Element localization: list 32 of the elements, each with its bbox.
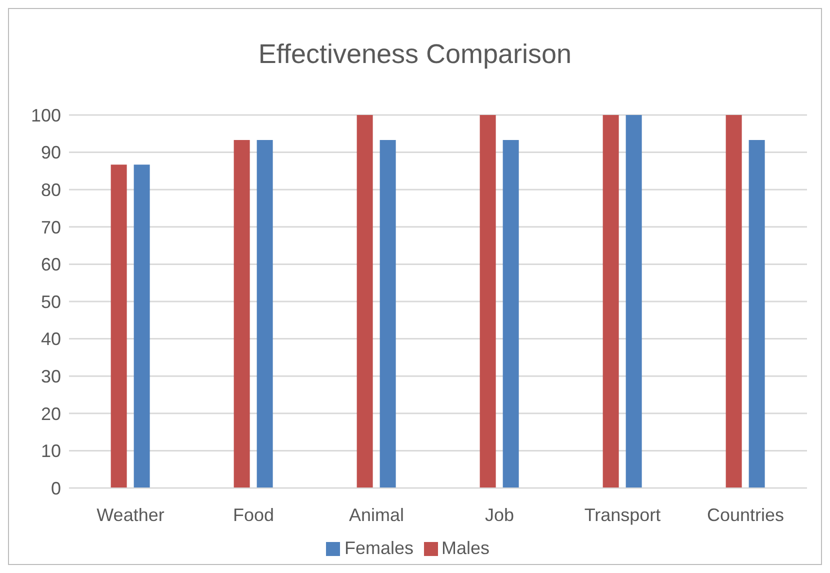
bar (480, 115, 496, 488)
y-tick-label: 100 (30, 105, 61, 126)
bar (726, 115, 742, 488)
y-tick-label: 90 (40, 142, 61, 163)
y-tick-label: 20 (40, 404, 61, 424)
y-tick-label: 80 (40, 180, 61, 200)
x-tick-label: Animal (348, 504, 404, 525)
y-tick-label: 60 (40, 254, 61, 275)
bar (748, 140, 765, 488)
x-tick-label: Food (232, 504, 274, 525)
bar (380, 140, 396, 488)
legend-label: Females (344, 538, 414, 558)
y-tick-label: 0 (50, 478, 61, 498)
y-tick-label: 50 (40, 292, 61, 312)
bar (134, 164, 150, 488)
y-tick-label: 30 (40, 366, 61, 386)
bar (110, 164, 127, 488)
bar (502, 140, 519, 488)
bar (602, 115, 619, 488)
bar (256, 140, 273, 488)
x-tick-label: Transport (584, 504, 661, 525)
y-tick-label: 40 (40, 329, 61, 350)
bar (356, 115, 373, 488)
legend-label: Males (442, 538, 490, 558)
bar (234, 140, 250, 488)
y-tick-label: 10 (40, 441, 61, 462)
x-tick-label: Countries (706, 504, 784, 525)
x-tick-label: Weather (96, 504, 164, 525)
chart-title: Effectiveness Comparison (257, 39, 573, 71)
y-tick-label: 70 (40, 217, 61, 238)
x-tick-label: Job (484, 504, 514, 525)
bar (626, 115, 642, 488)
